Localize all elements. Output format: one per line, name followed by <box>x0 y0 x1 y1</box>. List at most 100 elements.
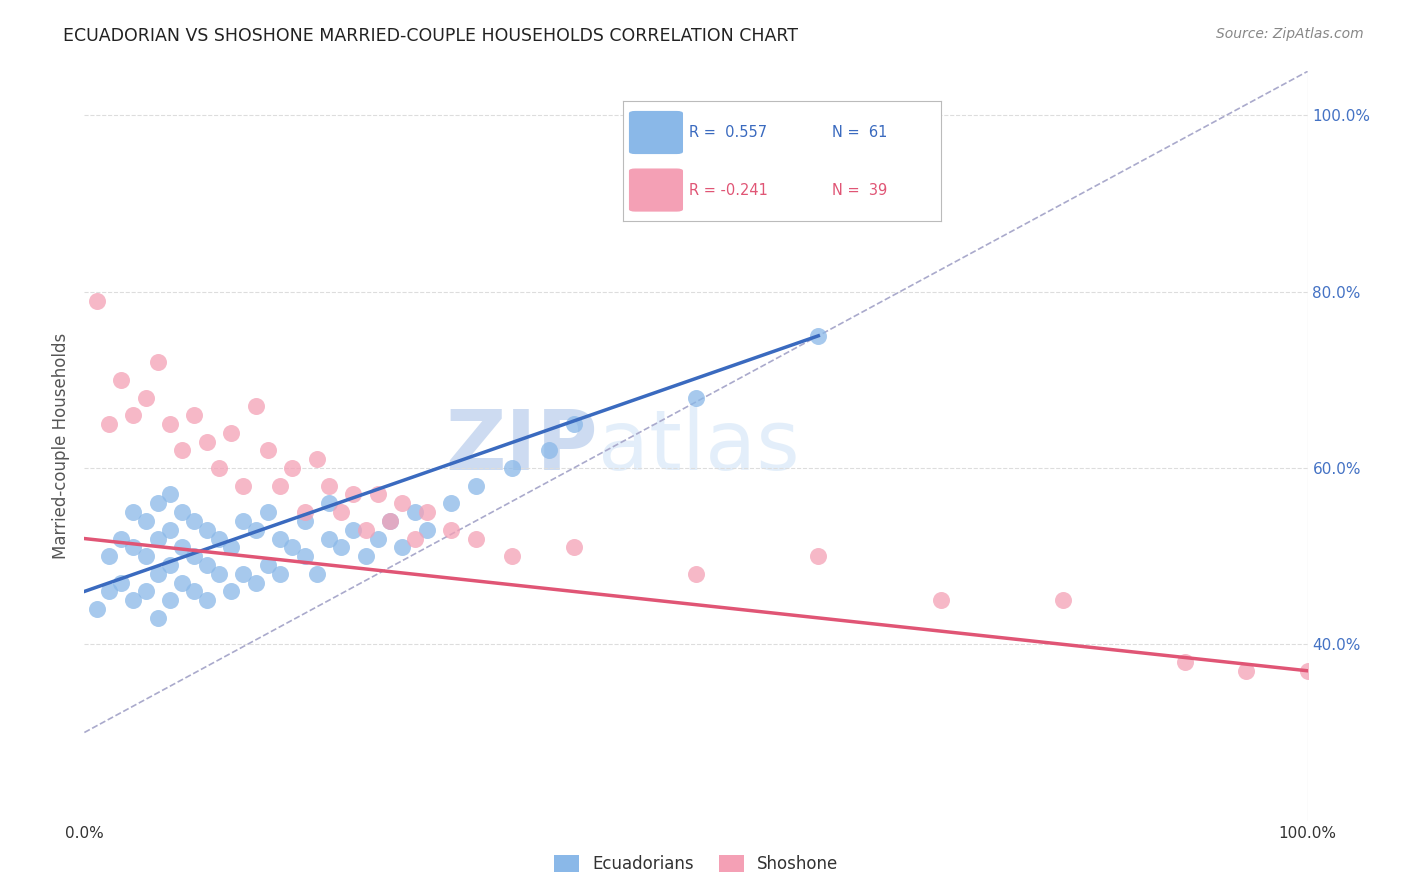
Point <box>245 523 267 537</box>
Point <box>183 549 205 564</box>
Point <box>122 541 145 555</box>
Point <box>159 417 181 431</box>
Point <box>685 391 707 405</box>
Legend: Ecuadorians, Shoshone: Ecuadorians, Shoshone <box>547 848 845 880</box>
Point <box>195 523 218 537</box>
Point <box>538 443 561 458</box>
Point <box>269 566 291 581</box>
Point <box>183 408 205 422</box>
Point <box>135 391 157 405</box>
Point <box>195 434 218 449</box>
Point <box>183 514 205 528</box>
Point <box>86 293 108 308</box>
Point <box>146 496 169 510</box>
Point <box>318 496 340 510</box>
Point <box>1236 664 1258 678</box>
Point <box>135 549 157 564</box>
Point <box>219 425 242 440</box>
Point <box>440 496 463 510</box>
Point <box>929 593 952 607</box>
Point <box>318 478 340 492</box>
Point <box>1296 664 1319 678</box>
Point <box>330 505 353 519</box>
Point <box>146 532 169 546</box>
Text: ZIP: ZIP <box>446 406 598 486</box>
Point <box>294 505 316 519</box>
Point <box>122 505 145 519</box>
Point <box>110 575 132 590</box>
Point <box>281 541 304 555</box>
Point <box>404 505 426 519</box>
Point <box>464 532 486 546</box>
Point <box>342 523 364 537</box>
Point <box>183 584 205 599</box>
Point <box>281 461 304 475</box>
Point <box>146 566 169 581</box>
Point <box>232 514 254 528</box>
Point <box>342 487 364 501</box>
Point <box>464 478 486 492</box>
Point <box>159 558 181 572</box>
Point <box>172 443 194 458</box>
Point <box>391 496 413 510</box>
Point <box>208 461 231 475</box>
Point <box>257 505 280 519</box>
Point <box>159 593 181 607</box>
Point <box>232 478 254 492</box>
Point <box>416 505 439 519</box>
Point <box>122 408 145 422</box>
Text: Source: ZipAtlas.com: Source: ZipAtlas.com <box>1216 27 1364 41</box>
Point <box>367 487 389 501</box>
Point <box>502 549 524 564</box>
Point <box>807 328 830 343</box>
Point <box>110 532 132 546</box>
Point <box>97 584 120 599</box>
Point <box>97 417 120 431</box>
Text: atlas: atlas <box>598 406 800 486</box>
Point <box>159 487 181 501</box>
Point <box>354 549 377 564</box>
Y-axis label: Married-couple Households: Married-couple Households <box>52 333 70 559</box>
Point <box>807 549 830 564</box>
Point <box>195 558 218 572</box>
Point <box>562 541 585 555</box>
Point <box>440 523 463 537</box>
Point <box>380 514 402 528</box>
Point <box>269 532 291 546</box>
Point <box>146 611 169 625</box>
Point <box>219 541 242 555</box>
Point <box>404 532 426 546</box>
Text: ECUADORIAN VS SHOSHONE MARRIED-COUPLE HOUSEHOLDS CORRELATION CHART: ECUADORIAN VS SHOSHONE MARRIED-COUPLE HO… <box>63 27 799 45</box>
Point <box>562 417 585 431</box>
Point <box>172 505 194 519</box>
Point <box>391 541 413 555</box>
Point <box>502 461 524 475</box>
Point <box>294 549 316 564</box>
Point <box>257 443 280 458</box>
Point <box>159 523 181 537</box>
Point <box>232 566 254 581</box>
Point <box>1052 593 1074 607</box>
Point <box>219 584 242 599</box>
Point <box>86 602 108 616</box>
Point <box>1174 655 1197 669</box>
Point <box>172 575 194 590</box>
Point <box>208 532 231 546</box>
Point <box>135 514 157 528</box>
Point <box>269 478 291 492</box>
Point <box>318 532 340 546</box>
Point <box>305 452 328 467</box>
Point <box>380 514 402 528</box>
Point <box>354 523 377 537</box>
Point <box>294 514 316 528</box>
Point <box>195 593 218 607</box>
Point <box>416 523 439 537</box>
Point <box>245 400 267 414</box>
Point <box>146 355 169 369</box>
Point <box>97 549 120 564</box>
Point <box>110 373 132 387</box>
Point <box>208 566 231 581</box>
Point <box>122 593 145 607</box>
Point <box>685 566 707 581</box>
Point <box>257 558 280 572</box>
